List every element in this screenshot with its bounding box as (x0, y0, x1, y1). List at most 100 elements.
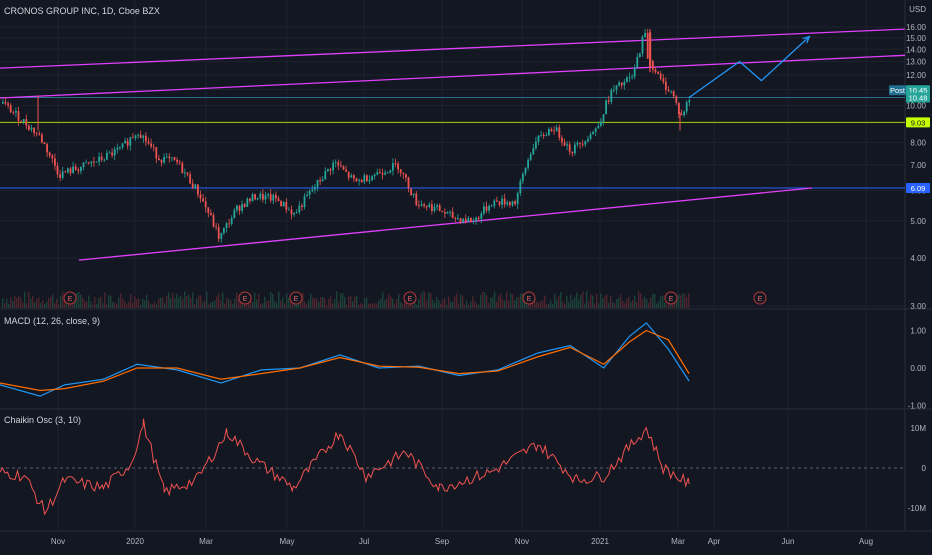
candle-body (134, 135, 137, 139)
earnings-marker[interactable]: E (664, 291, 678, 305)
volume-bar (554, 293, 556, 308)
volume-bar (128, 301, 130, 308)
support-level-badge: 9.03 (906, 117, 930, 128)
candle-body (371, 176, 373, 181)
chaikin-axis-tick: 0 (922, 464, 927, 473)
candle-body (67, 168, 69, 173)
volume-bar (192, 292, 194, 308)
candle-body (415, 193, 418, 206)
volume-bar (432, 299, 434, 308)
volume-bar (236, 292, 238, 308)
volume-bar (90, 301, 92, 308)
volume-bar (428, 292, 430, 308)
candle-body (649, 32, 652, 67)
volume-bar (450, 301, 452, 308)
volume-bar (570, 295, 572, 308)
candle-body (605, 100, 607, 115)
price-axis-tick: 10.00 (906, 101, 927, 110)
candle-body (230, 217, 233, 224)
volume-bar (126, 304, 128, 308)
candle-body (636, 56, 639, 68)
volume-bar (518, 297, 520, 308)
volume-bar (598, 303, 600, 308)
volume-bar (304, 301, 306, 308)
volume-bar (184, 291, 186, 308)
candle-body (33, 127, 35, 133)
earnings-marker[interactable]: E (522, 291, 536, 305)
volume-bar (434, 302, 436, 308)
candle-body (555, 127, 558, 132)
volume-bar (540, 301, 542, 308)
volume-bar (102, 303, 104, 308)
candle-body (282, 201, 285, 207)
candle-body (256, 197, 259, 200)
volume-bar (630, 301, 632, 308)
volume-bar (28, 291, 30, 308)
candle-body (28, 125, 30, 130)
candle-body (613, 89, 615, 91)
volume-bar (250, 294, 252, 308)
earnings-marker[interactable]: E (238, 291, 252, 305)
volume-bar (376, 303, 378, 308)
volume-bar (224, 303, 226, 308)
time-axis-label: Nov (51, 537, 65, 546)
volume-bar (262, 303, 264, 308)
volume-bar (132, 302, 134, 308)
earnings-marker[interactable]: E (289, 291, 303, 305)
volume-bar (314, 298, 316, 308)
candle-body (142, 135, 145, 138)
volume-bar (422, 291, 424, 308)
time-axis-label: Aug (859, 537, 873, 546)
candle-body (423, 204, 425, 206)
volume-bar (324, 298, 326, 308)
volume-bar (684, 293, 686, 308)
candle-body (566, 144, 568, 146)
candle-body (277, 198, 280, 202)
price-axis-tick: 7.00 (910, 161, 926, 170)
volume-bar (82, 297, 84, 308)
volume-bar (100, 296, 102, 308)
volume-bar (154, 302, 156, 308)
candle-body (150, 143, 152, 147)
symbol-title[interactable]: CRONOS GROUP INC, 1D, Cboe BZX (4, 6, 160, 16)
volume-bar (566, 296, 568, 308)
volume-bar (252, 301, 254, 308)
candle-body (152, 146, 155, 148)
candle-body (483, 206, 485, 214)
candle-body (540, 135, 542, 136)
volume-bar (468, 304, 470, 308)
volume-bar (610, 295, 612, 308)
volume-bar (168, 292, 170, 308)
chaikin-panel-label[interactable]: Chaikin Osc (3, 10) (4, 415, 82, 425)
earnings-marker[interactable]: E (403, 291, 417, 305)
candle-body (171, 157, 173, 159)
volume-bar (382, 292, 384, 308)
volume-bar (574, 296, 576, 308)
volume-bar (106, 304, 108, 308)
macd-panel-label[interactable]: MACD (12, 26, close, 9) (4, 316, 101, 326)
volume-bar (676, 296, 678, 308)
candle-body (548, 129, 550, 136)
candle-body (108, 152, 111, 154)
svg-text:6.09: 6.09 (911, 184, 926, 193)
currency-label: USD (909, 5, 926, 14)
volume-bar (436, 296, 438, 308)
candle-body (314, 187, 316, 190)
earnings-marker[interactable]: E (753, 291, 767, 305)
candle-body (303, 196, 306, 208)
volume-bar (454, 296, 456, 308)
volume-bar (114, 302, 116, 308)
time-axis-label: Mar (671, 537, 685, 546)
volume-bar (686, 297, 688, 308)
volume-bar (656, 303, 658, 308)
earnings-marker[interactable]: E (63, 291, 77, 305)
candle-body (210, 213, 212, 216)
volume-bar (544, 295, 546, 308)
candle-body (119, 147, 121, 149)
volume-bar (558, 296, 560, 308)
volume-bar (580, 294, 582, 308)
candle-body (132, 137, 134, 139)
volume-bar (46, 301, 48, 308)
